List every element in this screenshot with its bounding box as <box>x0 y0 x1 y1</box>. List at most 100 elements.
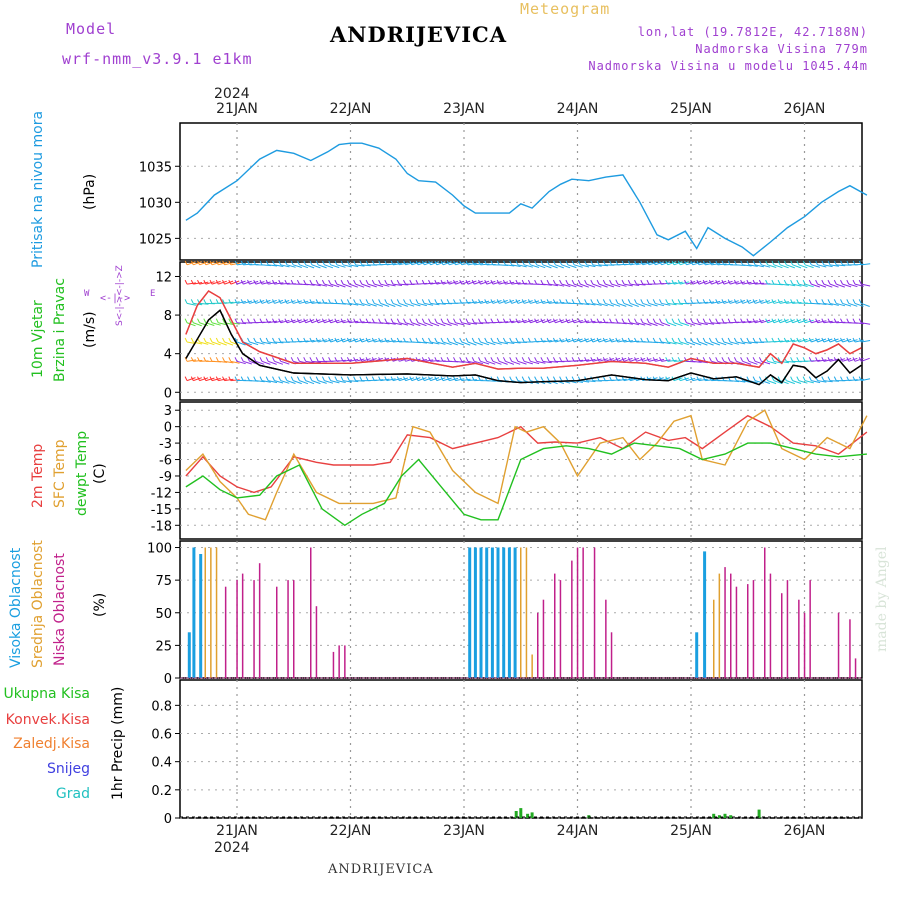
wind-barb <box>642 261 652 266</box>
wind-barb-flag <box>671 357 675 362</box>
wind-barb <box>549 339 559 343</box>
wind-barb <box>218 280 227 285</box>
wind-barb-flag <box>821 357 825 362</box>
wind-barb <box>336 380 346 383</box>
wind-barb-flag <box>634 279 637 285</box>
wind-barb <box>342 338 352 343</box>
wind-barb-flag <box>502 279 506 285</box>
wind-barb-flag <box>777 337 781 343</box>
wind-barb-flag <box>284 299 288 304</box>
wind-barb <box>474 300 484 304</box>
wind-barb <box>380 339 390 343</box>
wind-barb-flag <box>446 337 450 343</box>
bar <box>571 560 573 678</box>
wind-barb-flag <box>509 318 513 323</box>
wind-barb-flag <box>421 337 425 343</box>
wind-barb-flag <box>721 357 725 362</box>
wind-barb <box>249 380 259 382</box>
wind-barb-flag <box>702 318 706 323</box>
wind-barb-flag <box>446 299 450 304</box>
wind-barb-flag <box>434 260 438 266</box>
wind-barb-flag <box>228 299 232 304</box>
wind-barb <box>842 338 852 343</box>
wind-barb-flag <box>565 279 569 285</box>
wind-barb <box>436 261 446 266</box>
wind-barb-flag <box>240 376 244 381</box>
bar <box>559 580 562 678</box>
temp-dewpt-title: dewpt Temp <box>74 430 90 516</box>
wind-barb <box>467 360 477 364</box>
wind-barb-flag <box>328 337 332 343</box>
wind-barb-flag <box>808 318 812 323</box>
wind-barb <box>261 341 271 345</box>
wind-barb <box>711 300 721 304</box>
wind-barb <box>542 340 552 343</box>
wind-barb-flag <box>371 299 375 304</box>
wind-barb-flag <box>846 318 850 323</box>
wind-barb-flag <box>609 260 612 266</box>
wind-barb-flag <box>346 279 350 285</box>
wind-barb <box>705 360 715 364</box>
wind-barb <box>505 320 515 324</box>
wind-barb <box>698 378 708 382</box>
wind-barb <box>186 341 196 345</box>
wind-barb <box>280 319 290 324</box>
wind-barb-flag <box>209 337 213 343</box>
wind-barb <box>549 283 559 287</box>
wind-barb <box>392 357 402 362</box>
wind-barb-flag <box>752 357 756 362</box>
wind-barb <box>299 300 309 304</box>
wind-barb <box>499 281 509 285</box>
wind-barb <box>736 341 746 345</box>
bar <box>531 654 533 678</box>
wind-barb-flag <box>334 318 338 323</box>
wind-barb-flag <box>671 337 675 343</box>
wind-barb <box>636 283 646 286</box>
wind-barb <box>355 321 365 324</box>
wind-barb <box>343 320 353 324</box>
wind-barb-flag <box>309 299 313 304</box>
wind-barb <box>673 261 683 266</box>
wind-barb-flag <box>315 337 319 343</box>
wind-barb-flag <box>384 357 388 362</box>
wind-barb <box>661 359 671 362</box>
wind-barb-flag <box>446 376 450 381</box>
bar <box>576 547 579 678</box>
wind-barb <box>548 380 558 385</box>
wind-barb <box>274 360 284 365</box>
wind-barb <box>536 380 546 385</box>
wind-barb <box>817 302 827 305</box>
wind-barb-flag <box>446 279 450 285</box>
wind-barb-flag <box>540 279 544 285</box>
wind-barb <box>836 358 846 362</box>
wind-barb-flag <box>746 357 750 362</box>
wind-barb-flag <box>815 260 819 266</box>
y-tick-label: 0.4 <box>151 756 172 771</box>
wind-barb <box>742 380 752 383</box>
y-tick-label: 1025 <box>139 232 172 247</box>
bar <box>204 547 206 678</box>
wind-barb-flag <box>365 260 369 266</box>
wind-barb <box>786 380 795 385</box>
wind-barb-flag <box>827 299 831 304</box>
wind-barb <box>293 380 302 385</box>
wind-barb-flag <box>384 279 388 285</box>
wind-barb-flag <box>740 376 744 381</box>
wind-barb <box>742 320 752 324</box>
wind-barb <box>661 322 671 327</box>
wind-barb <box>536 264 546 269</box>
wind-barb-flag <box>215 260 219 266</box>
wind-barb <box>748 360 758 365</box>
wind-barb <box>336 338 346 343</box>
wind-barb-flag <box>259 260 263 266</box>
wind-barb-flag <box>721 337 725 343</box>
wind-barb-flag <box>421 357 425 362</box>
bar <box>554 573 556 678</box>
wind-barb-flag <box>359 337 363 343</box>
wind-barb-flag <box>840 357 843 362</box>
bar <box>712 813 716 818</box>
wind-barb-flag <box>752 279 756 285</box>
wind-barb-flag <box>652 337 656 343</box>
cloud-high-title: Visoka Oblacnost <box>8 547 24 668</box>
wind-barb <box>349 302 359 306</box>
